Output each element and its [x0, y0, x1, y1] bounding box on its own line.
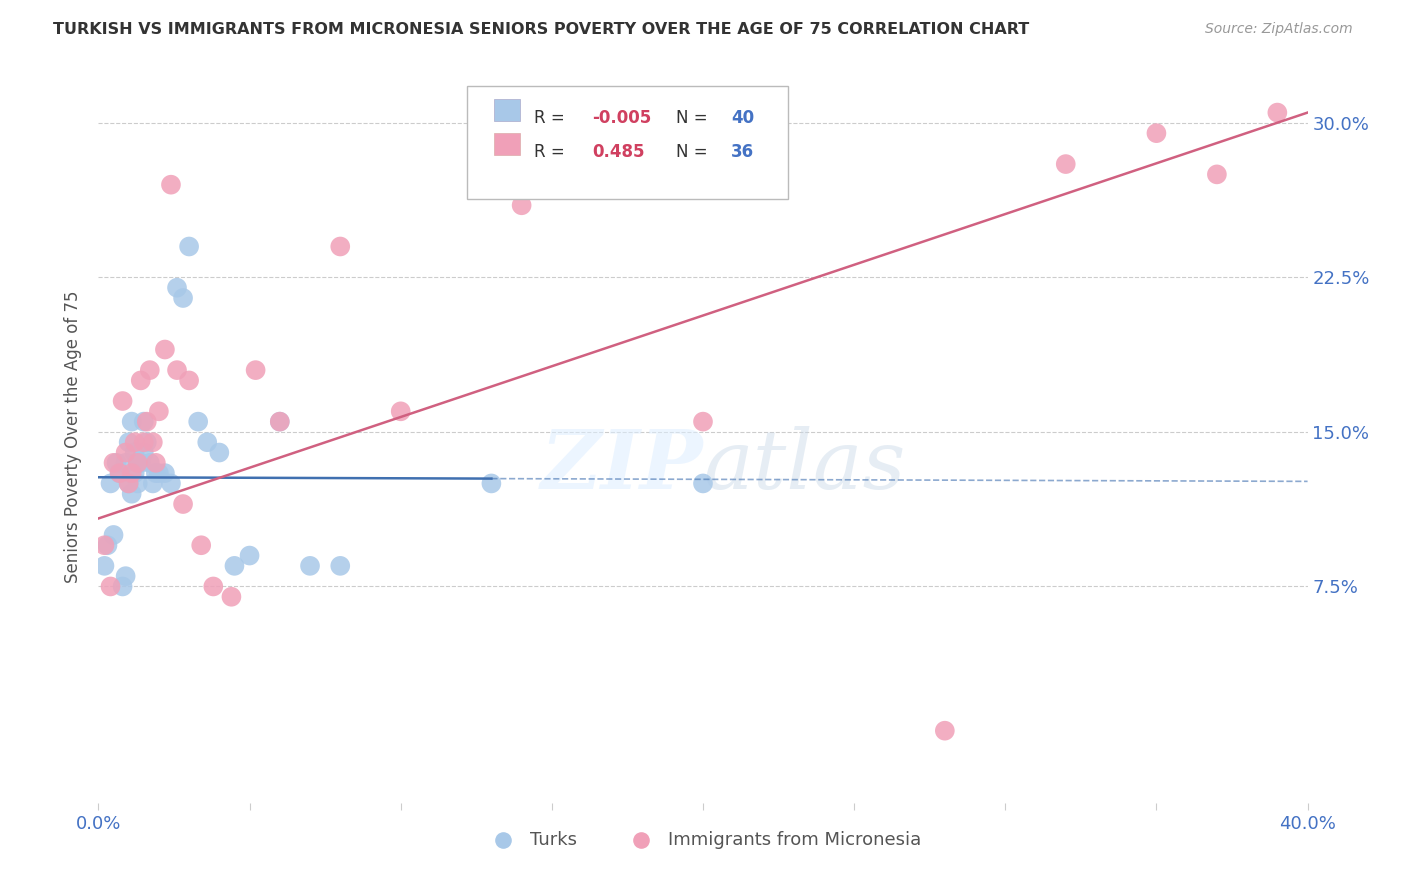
Point	[389, 404, 412, 418]
Point	[108, 466, 131, 480]
Point	[195, 435, 218, 450]
Bar	[494, 133, 520, 155]
Text: 0.485: 0.485	[592, 143, 644, 161]
Point	[108, 466, 131, 480]
Text: 40: 40	[731, 110, 754, 128]
Text: N =: N =	[676, 110, 713, 128]
Point	[124, 466, 146, 480]
Point	[269, 415, 291, 429]
Point	[153, 343, 176, 357]
Point	[202, 579, 225, 593]
Point	[145, 456, 167, 470]
Point	[96, 538, 118, 552]
Point	[160, 178, 183, 192]
Point	[114, 445, 136, 459]
Point	[481, 476, 503, 491]
Point	[118, 435, 141, 450]
Point	[172, 291, 194, 305]
Point	[224, 558, 246, 573]
Point	[132, 415, 155, 429]
Point	[187, 415, 209, 429]
Point	[934, 723, 956, 738]
Point	[179, 373, 201, 387]
Point	[121, 415, 143, 429]
Point	[1144, 126, 1167, 140]
Point	[510, 198, 533, 212]
Point	[100, 579, 122, 593]
Point	[103, 528, 125, 542]
Text: R =: R =	[534, 143, 575, 161]
Point	[208, 445, 231, 459]
Point	[129, 456, 152, 470]
Point	[160, 476, 183, 491]
Point	[692, 476, 714, 491]
Point	[139, 363, 162, 377]
Point	[114, 456, 136, 470]
Point	[129, 373, 152, 387]
Point	[221, 590, 243, 604]
Point	[172, 497, 194, 511]
Point	[118, 476, 141, 491]
Text: TURKISH VS IMMIGRANTS FROM MICRONESIA SENIORS POVERTY OVER THE AGE OF 75 CORRELA: TURKISH VS IMMIGRANTS FROM MICRONESIA SE…	[53, 22, 1029, 37]
Point	[135, 435, 157, 450]
Bar	[494, 99, 520, 121]
Point	[111, 394, 134, 409]
Point	[142, 435, 165, 450]
Point	[299, 558, 322, 573]
Point	[1054, 157, 1077, 171]
Point	[1267, 105, 1289, 120]
Legend: Turks, Immigrants from Micronesia: Turks, Immigrants from Micronesia	[478, 823, 928, 856]
Point	[124, 435, 146, 450]
Point	[179, 239, 201, 253]
Point	[1206, 167, 1229, 181]
Point	[148, 466, 170, 480]
Y-axis label: Seniors Poverty Over the Age of 75: Seniors Poverty Over the Age of 75	[65, 291, 83, 583]
Point	[124, 445, 146, 459]
Point	[121, 466, 143, 480]
Point	[100, 476, 122, 491]
Point	[118, 476, 141, 491]
Point	[114, 569, 136, 583]
FancyBboxPatch shape	[467, 86, 787, 200]
Point	[692, 415, 714, 429]
Point	[269, 415, 291, 429]
Text: 36: 36	[731, 143, 754, 161]
Point	[105, 456, 128, 470]
Point	[245, 363, 267, 377]
Point	[132, 435, 155, 450]
Point	[93, 558, 115, 573]
Point	[153, 466, 176, 480]
Point	[239, 549, 262, 563]
Text: atlas: atlas	[703, 426, 905, 507]
Point	[190, 538, 212, 552]
Text: ZIP: ZIP	[540, 426, 703, 507]
Point	[127, 456, 149, 470]
Point	[103, 456, 125, 470]
Point	[132, 445, 155, 459]
Point	[127, 456, 149, 470]
Text: -0.005: -0.005	[592, 110, 651, 128]
Point	[142, 476, 165, 491]
Point	[145, 466, 167, 480]
Point	[111, 579, 134, 593]
Text: Source: ZipAtlas.com: Source: ZipAtlas.com	[1205, 22, 1353, 37]
Point	[93, 538, 115, 552]
Point	[127, 476, 149, 491]
Point	[329, 239, 352, 253]
Point	[166, 281, 188, 295]
Point	[139, 456, 162, 470]
Point	[148, 404, 170, 418]
Point	[329, 558, 352, 573]
Point	[166, 363, 188, 377]
Point	[135, 415, 157, 429]
Text: N =: N =	[676, 143, 713, 161]
Text: R =: R =	[534, 110, 569, 128]
Point	[121, 487, 143, 501]
